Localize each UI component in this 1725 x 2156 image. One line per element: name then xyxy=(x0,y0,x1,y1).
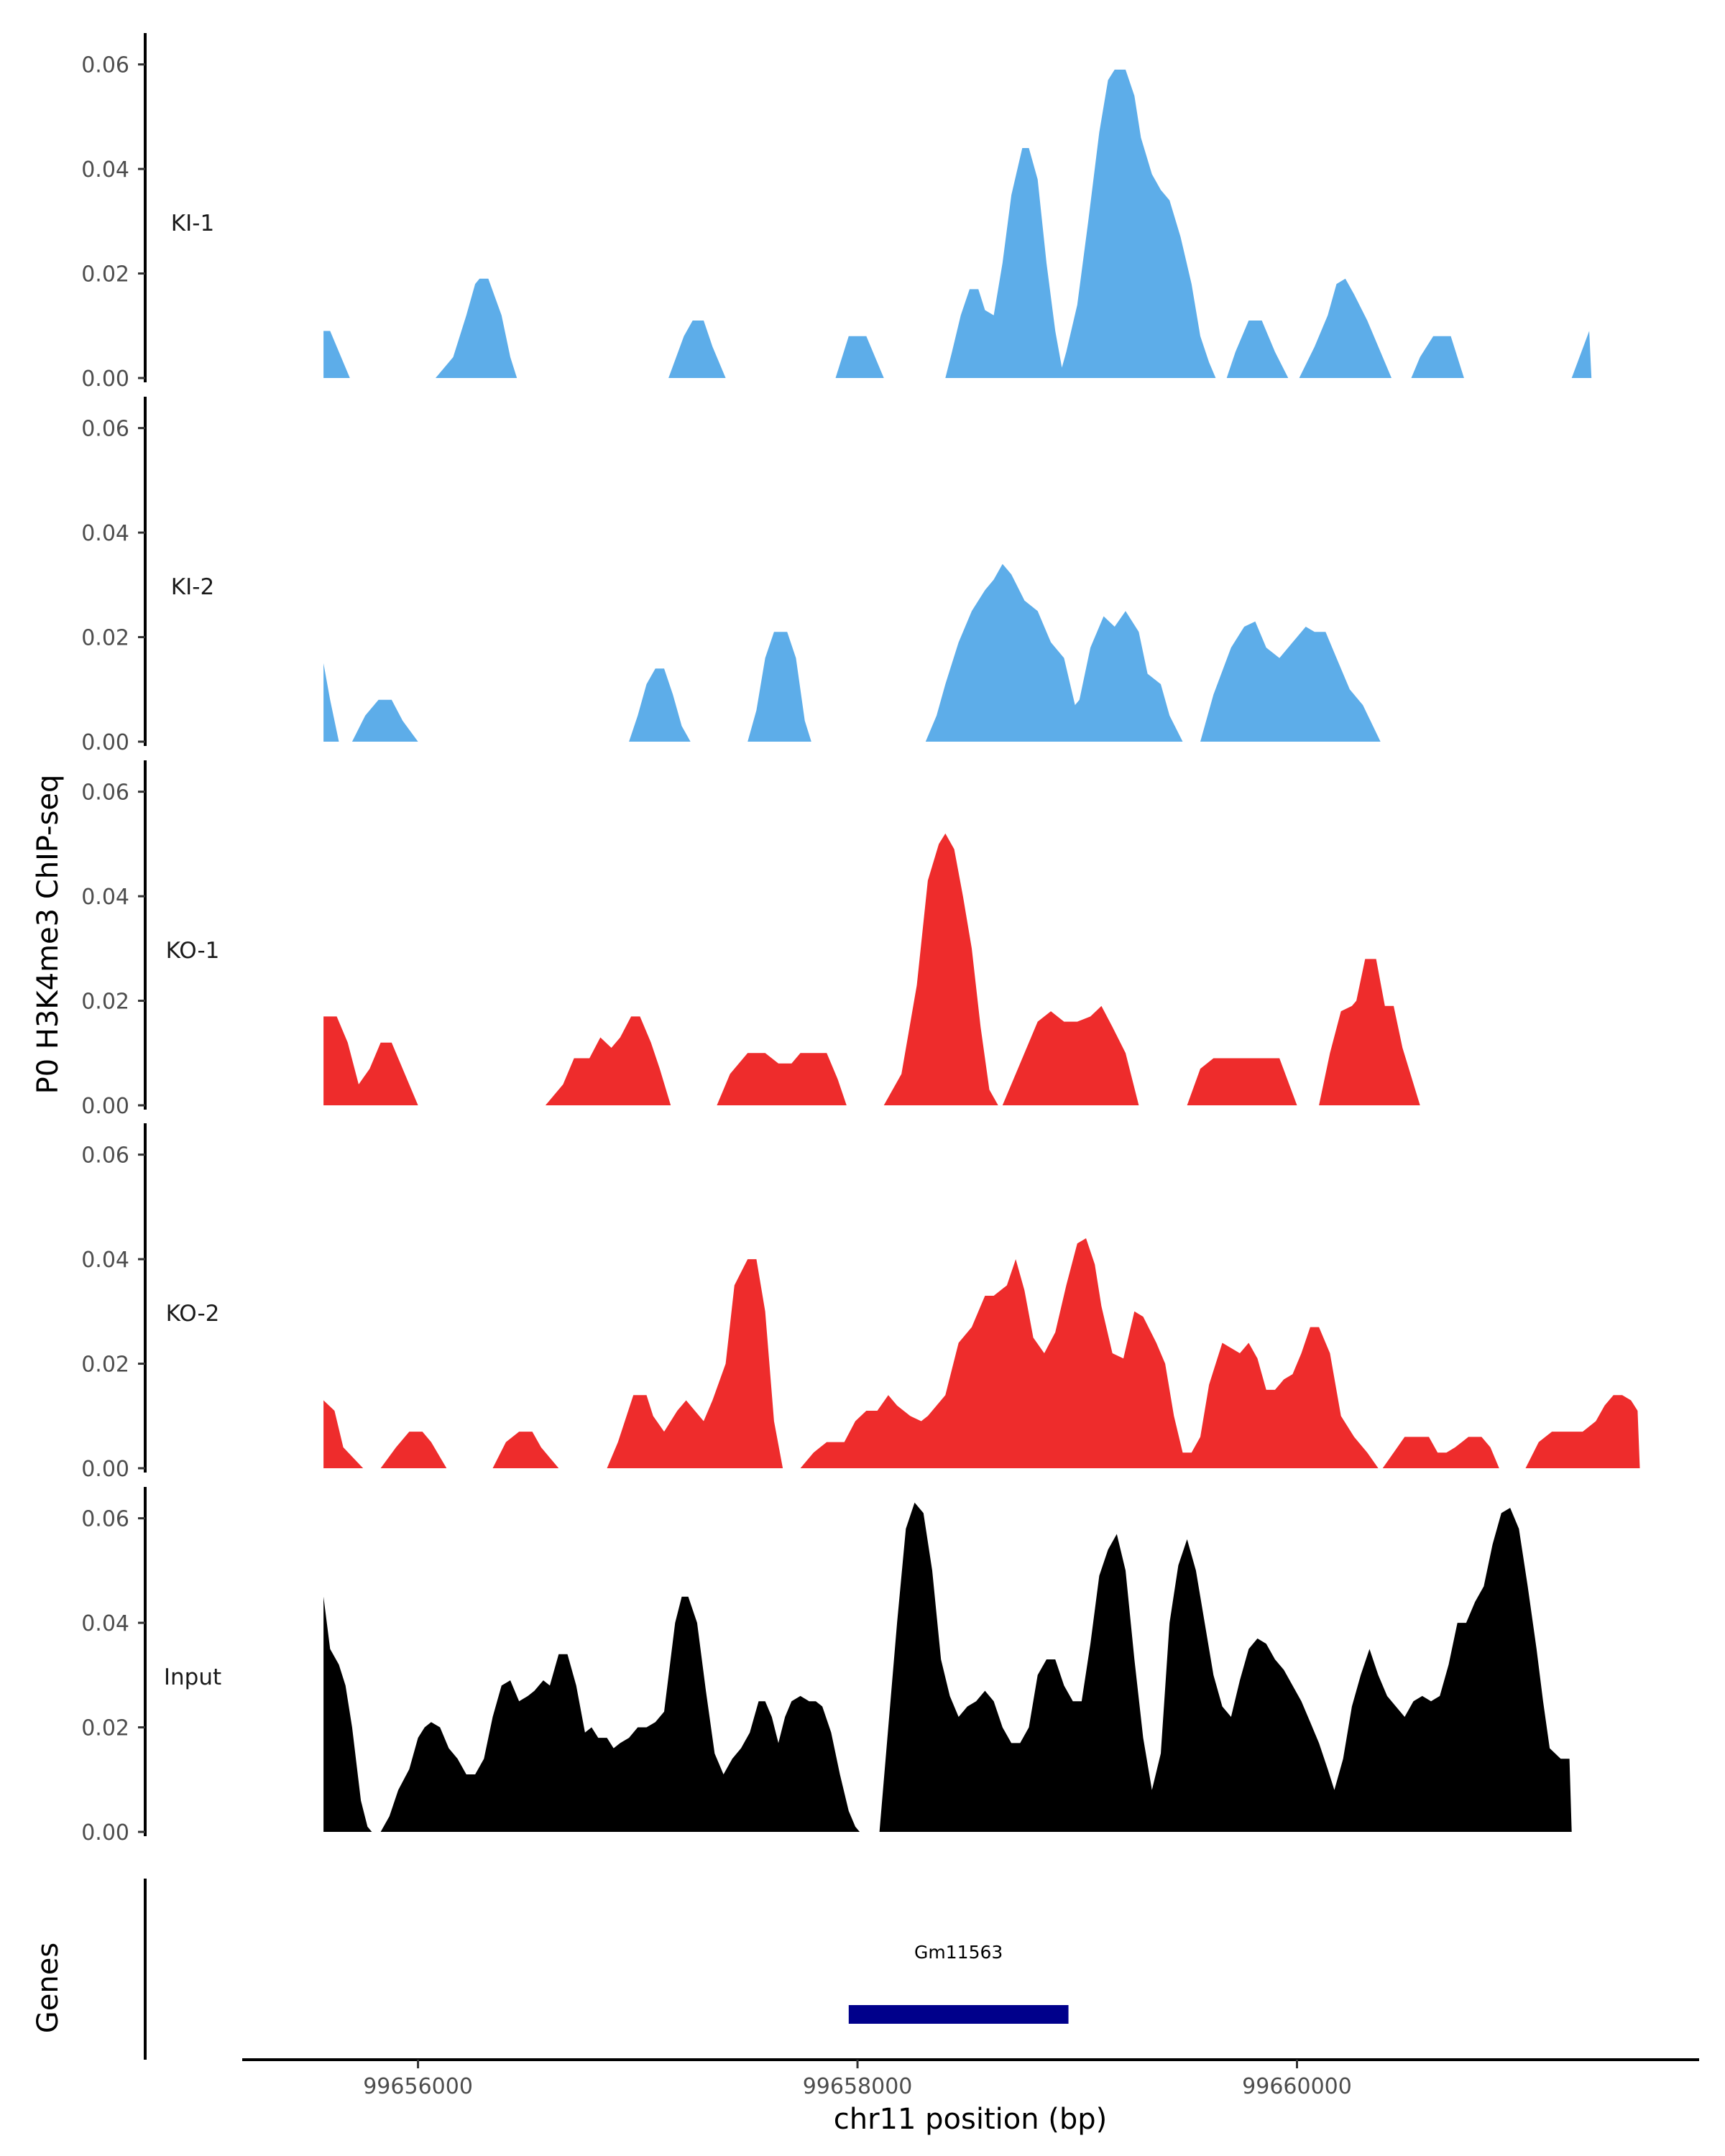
coverage-area xyxy=(629,668,691,742)
coverage-area xyxy=(879,1502,1572,1832)
coverage-area xyxy=(1571,331,1592,378)
coverage-area xyxy=(607,1259,783,1468)
coverage-area xyxy=(883,833,998,1105)
coverage-area xyxy=(1525,1395,1640,1468)
coverage-area xyxy=(380,1432,447,1468)
coverage-area xyxy=(380,1596,860,1832)
track-ki-2: 0.00 0.02 0.04 0.06 KI-2 xyxy=(81,397,1381,755)
track-ko-1: 0.00 0.02 0.04 0.06 KO-1 xyxy=(81,760,1420,1119)
coverage-area xyxy=(323,1016,418,1105)
x-axis: 99656000 99658000 99660000 chr11 position (… xyxy=(242,2058,1699,2136)
y-tick-label: 0.04 xyxy=(81,521,129,546)
gene-panel-title: Genes xyxy=(32,1943,65,2033)
coverage-area xyxy=(1382,1437,1499,1468)
y-tick-label: 0.00 xyxy=(81,1820,129,1846)
y-tick-label: 0.04 xyxy=(81,1248,129,1273)
gene-panel: Genes Gm11563 xyxy=(32,1879,1069,2060)
coverage-area xyxy=(323,331,350,378)
coverage-area xyxy=(1299,278,1392,378)
y-tick-label: 0.06 xyxy=(81,53,129,78)
y-tick-label: 0.02 xyxy=(81,626,129,651)
coverage-area xyxy=(1411,336,1464,378)
track-label: Input xyxy=(164,1664,221,1690)
y-tick-label: 0.06 xyxy=(81,1507,129,1532)
coverage-area xyxy=(1226,321,1289,378)
y-tick-label: 0.04 xyxy=(81,885,129,910)
y-tick-label: 0.00 xyxy=(81,1094,129,1119)
gene-bar xyxy=(848,2005,1069,2024)
y-axis-title-group: P0 H3K4me3 ChIP-seq xyxy=(32,775,65,1095)
coverage-area xyxy=(323,1400,364,1468)
coverage-area xyxy=(835,336,884,378)
coverage-area xyxy=(925,563,1183,742)
y-tick-label: 0.02 xyxy=(81,1353,129,1378)
y-tick-label: 0.02 xyxy=(81,262,129,287)
x-tick-label: 99656000 xyxy=(363,2074,473,2099)
y-tick-label: 0.06 xyxy=(81,1143,129,1169)
coverage-area xyxy=(323,663,339,742)
coverage-area xyxy=(1200,621,1381,742)
coverage-area xyxy=(545,1016,671,1105)
x-tick-label: 99658000 xyxy=(803,2074,913,2099)
coverage-area xyxy=(945,69,1216,379)
coverage-area xyxy=(323,1596,372,1832)
y-tick-label: 0.02 xyxy=(81,990,129,1015)
coverage-area xyxy=(1187,1058,1297,1105)
track-label: KI-1 xyxy=(171,211,214,236)
track-ki-1: 0.00 0.02 0.04 0.06 KI-1 xyxy=(81,33,1592,392)
coverage-area xyxy=(1002,1005,1139,1105)
coverage-area xyxy=(436,278,518,378)
coverage-tracks: 0.00 0.02 0.04 0.06 KI-1 0.00 0.02 0.04 0.06 KI-2… xyxy=(81,33,1640,1846)
y-tick-label: 0.00 xyxy=(81,730,129,755)
track-label: KO-2 xyxy=(166,1301,220,1327)
gene-label: Gm11563 xyxy=(914,1942,1003,1963)
track-ko-2: 0.00 0.02 0.04 0.06 KO-2 xyxy=(81,1123,1640,1482)
y-tick-label: 0.06 xyxy=(81,417,129,442)
y-tick-label: 0.06 xyxy=(81,780,129,806)
x-axis-title: chr11 position (bp) xyxy=(834,2103,1108,2136)
coverage-area xyxy=(1319,959,1420,1105)
track-label: KO-1 xyxy=(166,938,220,964)
y-tick-label: 0.04 xyxy=(81,157,129,183)
y-tick-label: 0.02 xyxy=(81,1716,129,1741)
y-tick-label: 0.04 xyxy=(81,1611,129,1636)
track-input: 0.00 0.02 0.04 0.06 Input xyxy=(81,1487,1572,1846)
x-tick-label: 99660000 xyxy=(1242,2074,1352,2099)
track-label: KI-2 xyxy=(171,574,214,600)
y-tick-label: 0.00 xyxy=(81,1457,129,1482)
coverage-area xyxy=(351,699,418,742)
coverage-area xyxy=(748,632,811,742)
y-axis-title: P0 H3K4me3 ChIP-seq xyxy=(32,775,65,1095)
coverage-area xyxy=(668,321,726,378)
coverage-area xyxy=(492,1432,559,1468)
coverage-area xyxy=(717,1053,847,1105)
y-tick-label: 0.00 xyxy=(81,367,129,392)
coverage-area xyxy=(800,1238,1379,1468)
